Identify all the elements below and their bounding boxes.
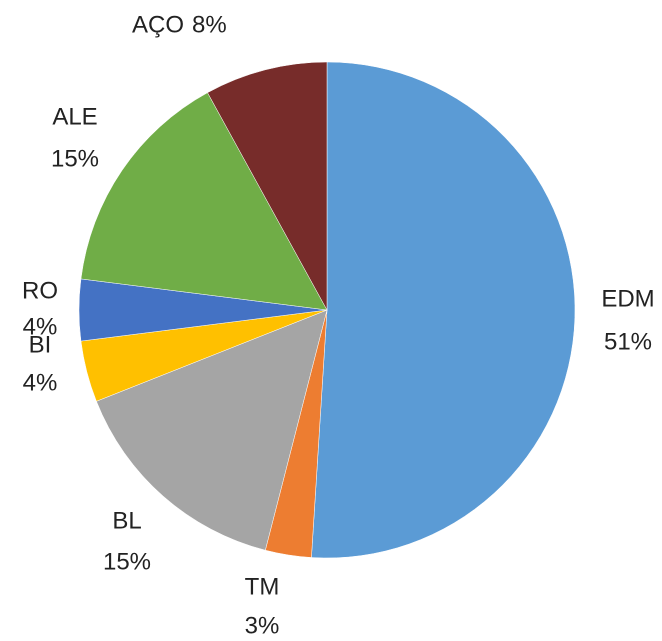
slice-label: AÇO xyxy=(132,11,184,38)
slice-label: RO xyxy=(22,277,58,304)
pie-slice xyxy=(96,309,328,551)
slice-value-label: 4% xyxy=(23,313,58,340)
slice-value-label: 3% xyxy=(245,612,280,639)
slice-value-label: 51% xyxy=(604,328,652,355)
slice-label: EDM xyxy=(601,285,654,312)
slice-value-label: 15% xyxy=(51,145,99,172)
slice-label: TM xyxy=(245,573,280,600)
slice-value-label: 15% xyxy=(103,548,151,575)
pie-slice xyxy=(207,61,328,311)
slice-label: BL xyxy=(112,507,141,534)
slice-value-label: 4% xyxy=(23,369,58,396)
slice-label: BI xyxy=(29,331,52,358)
slice-value-label: 8% xyxy=(192,11,227,38)
pie-slice xyxy=(311,61,576,559)
slice-label: ALE xyxy=(52,103,97,130)
pie-slice xyxy=(80,92,328,311)
